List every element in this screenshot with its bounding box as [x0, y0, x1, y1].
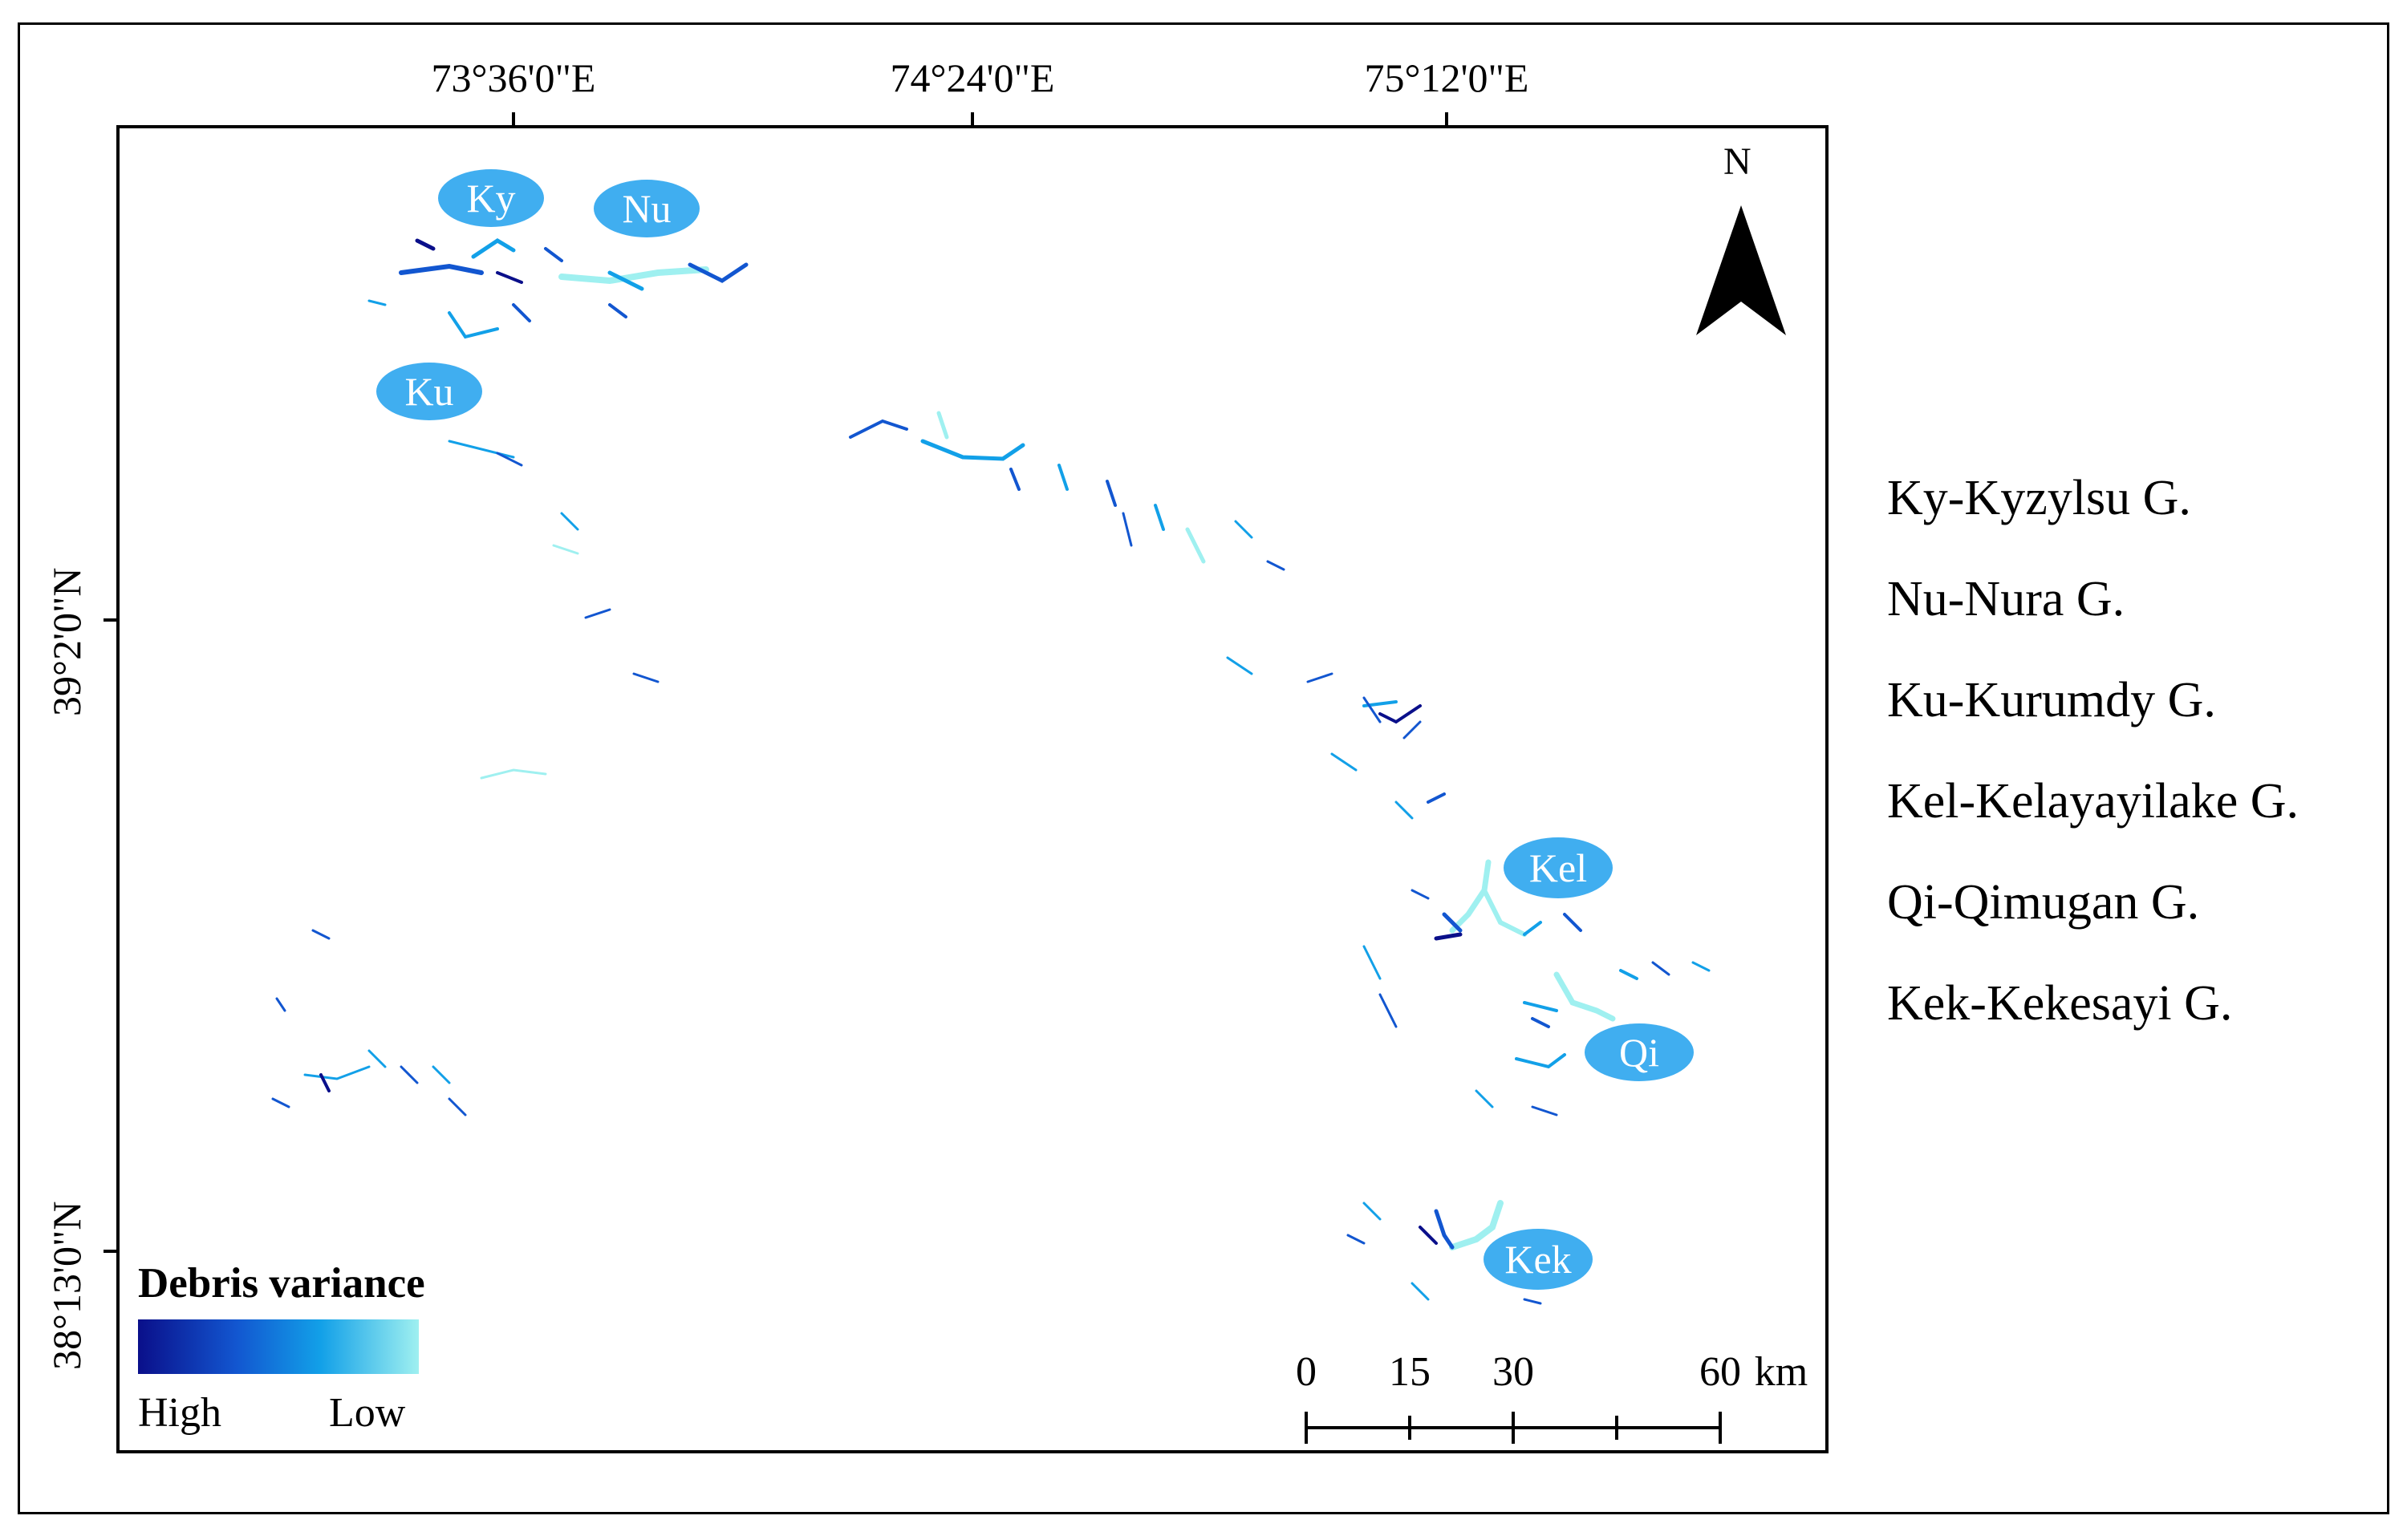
region-label-kek: Kek	[1484, 1229, 1593, 1290]
graticule-ticks	[104, 112, 1448, 1253]
region-label-text: Ky	[466, 176, 515, 221]
scale-label-30: 30	[1492, 1349, 1534, 1395]
scale-bar: 0 15 30 60 km	[1292, 1352, 1821, 1448]
region-label-qi: Qi	[1585, 1023, 1694, 1081]
region-ellipse	[1484, 1229, 1593, 1290]
key-item: Ky-Kyzylsu G.	[1887, 471, 2191, 525]
key-item: Kek-Kekesayi G.	[1887, 976, 2233, 1031]
glacier-key: Ky-Kyzylsu G. Nu-Nura G. Ku-Kurumdy G. K…	[1887, 473, 2401, 1080]
key-item: Nu-Nura G.	[1887, 572, 2125, 626]
scale-unit: km	[1754, 1349, 1808, 1395]
region-label-text: Qi	[1619, 1030, 1659, 1075]
longitude-label-3: 75°12'0"E	[1364, 55, 1529, 100]
key-item: Kel-Kelayayilake G.	[1887, 774, 2299, 829]
glaciers-kyzylsu-nura	[367, 238, 749, 339]
glaciers-southwest	[271, 929, 467, 1116]
north-label: N	[1723, 140, 1751, 183]
key-item: Ku-Kurumdy G.	[1887, 673, 2216, 727]
region-ellipse	[438, 169, 544, 227]
region-label-kel: Kel	[1504, 837, 1613, 898]
latitude-label-2: 38°13'0"N	[44, 1201, 89, 1370]
region-label-nu: Nu	[594, 180, 700, 237]
glaciers-kelayayilake-qimugan	[1362, 859, 1711, 1116]
region-ellipse	[1585, 1023, 1694, 1081]
longitude-label-2: 74°24'0"E	[890, 55, 1055, 100]
glaciers-central-range	[849, 411, 1446, 820]
key-item: Qi-Qimugan G.	[1887, 875, 2200, 930]
debris-legend-low: Low	[329, 1390, 406, 1436]
debris-color-ramp	[138, 1319, 419, 1374]
debris-legend: Debris variance High Low	[138, 1259, 555, 1452]
region-label-text: Nu	[622, 186, 671, 231]
scale-label-0: 0	[1296, 1349, 1317, 1395]
outer-frame	[18, 22, 2389, 1514]
region-ellipse	[376, 363, 482, 420]
region-label-ky: Ky	[438, 169, 544, 227]
north-arrow-icon	[1696, 205, 1786, 335]
region-ellipse	[1504, 837, 1613, 898]
region-label-text: Ku	[404, 369, 453, 414]
debris-legend-high: High	[138, 1390, 221, 1436]
region-label-text: Kek	[1504, 1237, 1571, 1282]
glaciers-kekesayi	[1346, 1200, 1542, 1305]
region-label-text: Kel	[1529, 845, 1587, 890]
glaciers-kurumdy	[448, 440, 660, 780]
region-label-ku: Ku	[376, 363, 482, 420]
scale-label-15: 15	[1389, 1349, 1431, 1395]
region-ellipse	[594, 180, 700, 237]
scale-label-60: 60	[1699, 1349, 1741, 1395]
longitude-label-1: 73°36'0"E	[431, 55, 596, 100]
debris-legend-title: Debris variance	[138, 1260, 425, 1307]
latitude-label-1: 39°2'0"N	[44, 567, 89, 716]
scale-bar-line	[1305, 1412, 1722, 1444]
